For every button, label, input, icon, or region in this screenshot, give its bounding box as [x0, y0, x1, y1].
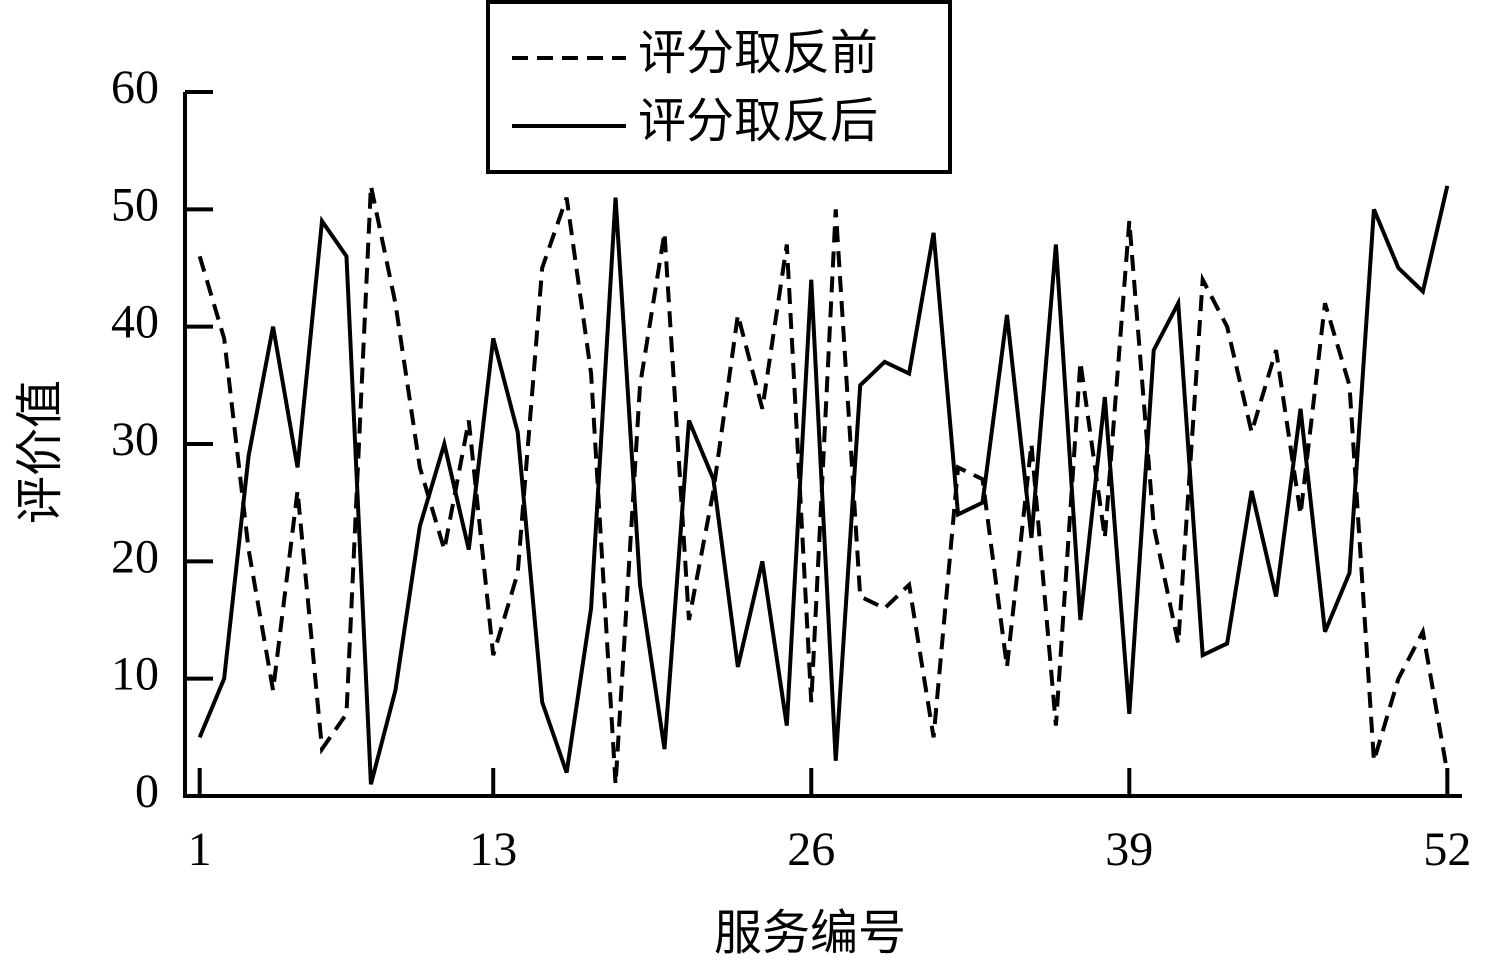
x-axis-label: 服务编号 — [714, 907, 906, 960]
y-axis-label: 评价值 — [14, 380, 67, 524]
legend-label: 评分取反后 — [638, 95, 878, 148]
y-tick-label: 0 — [135, 765, 159, 818]
y-tick-label: 60 — [111, 61, 159, 114]
x-tick-label: 39 — [1105, 823, 1153, 876]
y-tick-label: 10 — [111, 648, 159, 701]
y-tick-label: 20 — [111, 530, 159, 583]
x-tick-label: 1 — [188, 823, 212, 876]
x-tick-label: 52 — [1423, 823, 1471, 876]
data-line — [197, 185, 1450, 785]
data-line — [197, 185, 1450, 785]
x-tick-label: 13 — [469, 823, 517, 876]
legend-box — [486, 0, 952, 174]
y-tick-label: 50 — [111, 178, 159, 231]
y-tick-label: 30 — [111, 413, 159, 466]
legend-label: 评分取反前 — [638, 27, 878, 80]
x-tick-label: 26 — [787, 823, 835, 876]
y-tick-label: 40 — [111, 296, 159, 349]
